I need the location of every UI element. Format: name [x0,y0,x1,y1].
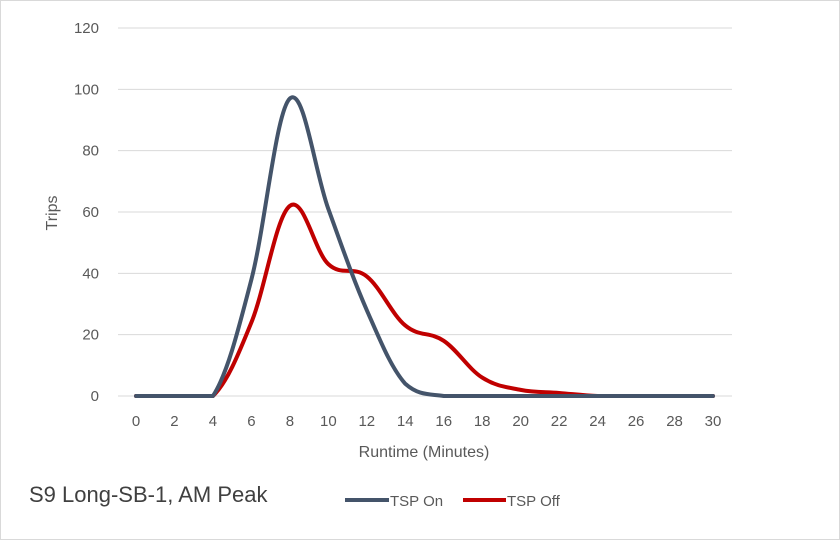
x-tick-label: 30 [705,413,722,430]
legend: TSP On TSP Off [345,493,561,510]
x-axis-title: Runtime (Minutes) [359,444,490,461]
series-lines [134,95,715,398]
x-tick-label: 14 [397,413,414,430]
gridlines [118,27,732,397]
x-tick-label: 10 [320,413,337,430]
x-tick-label: 16 [435,413,452,430]
x-tick-label: 0 [132,413,140,430]
x-tick-label: 6 [247,413,255,430]
x-tick-label: 4 [209,413,217,430]
x-tick-label: 2 [170,413,178,430]
x-tick-label: 20 [512,413,529,430]
x-tick-label: 28 [666,413,683,430]
chart-title: S9 Long-SB-1, AM Peak [29,482,268,507]
x-tick-label: 24 [589,413,606,430]
series-line-tsp-on [134,95,715,398]
x-tick-label: 8 [286,413,294,430]
y-tick-label: 40 [82,265,99,282]
x-tick-label: 18 [474,413,491,430]
legend-label-tsp-on: TSP On [390,493,443,510]
y-tick-label: 80 [82,143,99,160]
x-axis-ticks: 0 2 4 6 8 10 12 14 16 18 20 22 24 26 28 30 [132,413,722,430]
y-axis-title: Trips [44,196,61,231]
series-line-tsp-off [134,202,715,398]
y-tick-label: 120 [74,20,99,37]
y-axis-ticks: 0 20 40 60 80 100 120 [74,20,99,405]
legend-label-tsp-off: TSP Off [507,493,561,510]
x-tick-label: 26 [628,413,645,430]
y-tick-label: 100 [74,81,99,98]
y-tick-label: 0 [91,388,99,405]
x-tick-label: 12 [358,413,375,430]
y-tick-label: 20 [82,327,99,344]
x-tick-label: 22 [551,413,568,430]
y-tick-label: 60 [82,204,99,221]
